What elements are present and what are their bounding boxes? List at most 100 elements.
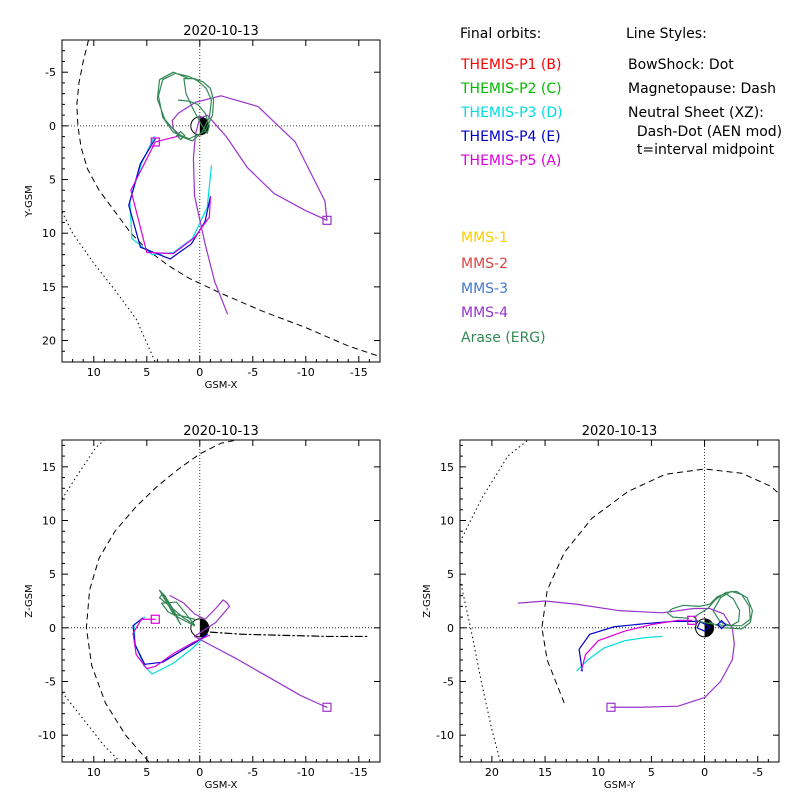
orbit-themis-p5-a [580, 619, 693, 672]
orbit-themis-p2-c [158, 589, 196, 627]
bowshock-line [62, 691, 126, 762]
bowshock-line [62, 211, 156, 362]
x-tick-label: -15 [350, 366, 368, 379]
legend-mms-3: MMS-3 [461, 281, 509, 297]
legend-arase: Arase (ERG) [461, 330, 546, 346]
plot-area-xz [62, 440, 370, 762]
y-tick-label: 0 [49, 622, 56, 635]
y-tick-label: 15 [42, 461, 56, 474]
legend-themis-p2: THEMIS-P2 (C) [461, 81, 562, 97]
x-tick-label: -5 [752, 766, 763, 779]
plot-frame-xy [61, 39, 381, 363]
plot-title: 2020-10-13 [183, 24, 259, 39]
orbit-end-marker [687, 615, 697, 625]
y-tick-label: -5 [45, 66, 56, 79]
magnetopause-line [85, 440, 240, 762]
y-tick-label: -10 [436, 729, 454, 742]
x-tick-label: -5 [247, 366, 258, 379]
magnetopause-line [541, 468, 779, 704]
x-tick-label: -15 [350, 766, 368, 779]
x-tick-label: 5 [143, 366, 150, 379]
line-style-neutral-sheet: Neutral Sheet (XZ): [628, 105, 764, 121]
orbit-mms-4 [517, 600, 735, 708]
orbit-themis-p3-d [129, 136, 213, 256]
bowshock-line [460, 579, 501, 762]
plot-frame-yz [459, 439, 780, 763]
x-tick-label: 5 [143, 766, 150, 779]
plot-xz: 10 5 0 -5 -10 -15 -10 -5 0 5 10 15 2020-10-13 GSM-X Z-… [24, 424, 381, 791]
x-tick-label: 10 [87, 366, 101, 379]
y-tick-label: 15 [42, 281, 56, 294]
orbit-themis-p5-a [132, 618, 210, 670]
line-style-bowshock: BowShock: Dot [628, 57, 734, 73]
plot-area-yz [460, 440, 779, 762]
x-tick-label: 5 [648, 766, 655, 779]
plot-xy: 10 5 0 -5 -10 -15 -5 0 5 10 15 20 2020-10-13 GSM-X Y-G… [24, 24, 381, 391]
orbit-themis-p2-c [666, 590, 754, 630]
y-axis-label: Z-GSM [422, 584, 433, 617]
x-tick-label: 0 [701, 766, 708, 779]
y-tick-label: 10 [42, 227, 56, 240]
x-tick-label: -10 [297, 366, 315, 379]
x-tick-label: 0 [196, 766, 203, 779]
orbit-themis-p4-e [132, 617, 208, 665]
legend-mms-2: MMS-2 [461, 256, 509, 272]
x-tick-label: -10 [297, 766, 315, 779]
orbit-diamond-marker [716, 619, 727, 630]
plot-frame-xz [61, 439, 381, 763]
orbit-mms-4 [169, 595, 328, 708]
legend-themis-p5: THEMIS-P5 (A) [461, 153, 562, 169]
x-tick-label: 15 [538, 766, 552, 779]
x-tick-label: 10 [87, 766, 101, 779]
earth-nightside [199, 618, 209, 637]
legend-mms-1: MMS-1 [461, 230, 509, 246]
y-tick-label: -10 [38, 729, 56, 742]
y-tick-label: 0 [49, 120, 56, 133]
y-axis-label: Z-GSM [24, 584, 35, 617]
y-tick-label: 5 [447, 568, 454, 581]
plot-yz: 20 15 10 5 0 -5 -10 -5 0 5 10 15 2020-10-13 GSM-Y Z-GS… [422, 424, 780, 791]
plot-title: 2020-10-13 [183, 424, 259, 439]
legend-themis-p1: THEMIS-P1 (B) [461, 57, 562, 73]
orbit-themis-p4-e [578, 620, 711, 672]
orbit-end-marker [150, 137, 160, 147]
x-axis-label: GSM-Y [604, 780, 636, 791]
magnetopause-line [76, 40, 380, 358]
y-tick-label: 0 [447, 622, 454, 635]
y-tick-label: 5 [49, 174, 56, 187]
legend-themis-p3: THEMIS-P3 (D) [461, 105, 563, 121]
orbit-end-marker [322, 215, 332, 225]
y-tick-label: -5 [45, 676, 56, 689]
orbit-themis-p2-c [156, 71, 215, 142]
earth-nightside [199, 116, 209, 135]
legend-themis-p4: THEMIS-P4 (E) [461, 129, 561, 145]
y-tick-label: -5 [443, 676, 454, 689]
x-axis-label: GSM-X [205, 380, 238, 391]
line-style-magnetopause: Magnetopause: Dash [628, 81, 777, 97]
orbit-diamond-marker [175, 130, 186, 141]
y-tick-label: 20 [42, 335, 56, 348]
orbit-end-marker [322, 702, 332, 712]
y-axis-label: Y-GSM [24, 185, 35, 218]
line-style-interval: t=interval midpoint [628, 142, 775, 158]
orbit-end-marker [150, 614, 160, 624]
x-tick-label: 0 [196, 366, 203, 379]
orbit-themis-p3-d [576, 635, 663, 672]
orbit-themis-p3-d [133, 616, 208, 675]
line-styles-title: Line Styles: [626, 26, 707, 42]
y-tick-label: 5 [49, 568, 56, 581]
line-style-dash-dot: Dash-Dot (AEN mod) [628, 124, 783, 140]
plot-title: 2020-10-13 [582, 424, 658, 439]
orbit-themis-p4-e [128, 138, 211, 260]
x-axis-label: GSM-X [205, 780, 238, 791]
orbit-neutral-sheet [209, 631, 370, 638]
bowshock-upper-line [460, 440, 529, 543]
orbit-themis-p5-a [130, 134, 211, 255]
y-tick-label: 10 [42, 515, 56, 528]
y-tick-label: 10 [440, 515, 454, 528]
legend-mms-4: MMS-4 [461, 305, 509, 321]
y-tick-label: 15 [440, 461, 454, 474]
bowshock-upper-line [62, 440, 105, 500]
orbit-end-marker [606, 702, 616, 712]
plot-area-xy [62, 40, 380, 362]
